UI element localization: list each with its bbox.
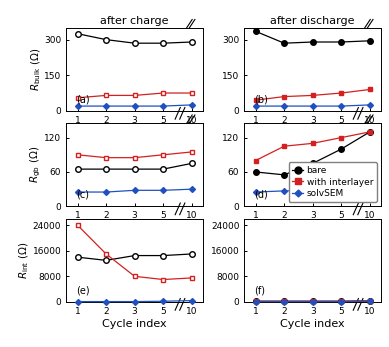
Text: (e): (e) <box>76 285 89 295</box>
X-axis label: Cycle index: Cycle index <box>102 319 167 329</box>
Legend: bare, with interlayer, solvSEM: bare, with interlayer, solvSEM <box>289 162 377 202</box>
Text: (c): (c) <box>76 190 89 200</box>
Y-axis label: $R_\mathrm{bulk}\ (\Omega)$: $R_\mathrm{bulk}\ (\Omega)$ <box>29 48 43 91</box>
Text: (b): (b) <box>254 94 268 104</box>
X-axis label: Cycle index: Cycle index <box>280 319 345 329</box>
Title: after discharge: after discharge <box>270 16 355 26</box>
Y-axis label: $R_\mathrm{int}\ (\Omega)$: $R_\mathrm{int}\ (\Omega)$ <box>18 242 31 279</box>
Y-axis label: $R_\mathrm{gb}\ (\Omega)$: $R_\mathrm{gb}\ (\Omega)$ <box>28 146 43 184</box>
Title: after charge: after charge <box>100 16 169 26</box>
Text: (d): (d) <box>254 190 268 200</box>
Text: (a): (a) <box>76 94 89 104</box>
Text: (f): (f) <box>254 285 265 295</box>
